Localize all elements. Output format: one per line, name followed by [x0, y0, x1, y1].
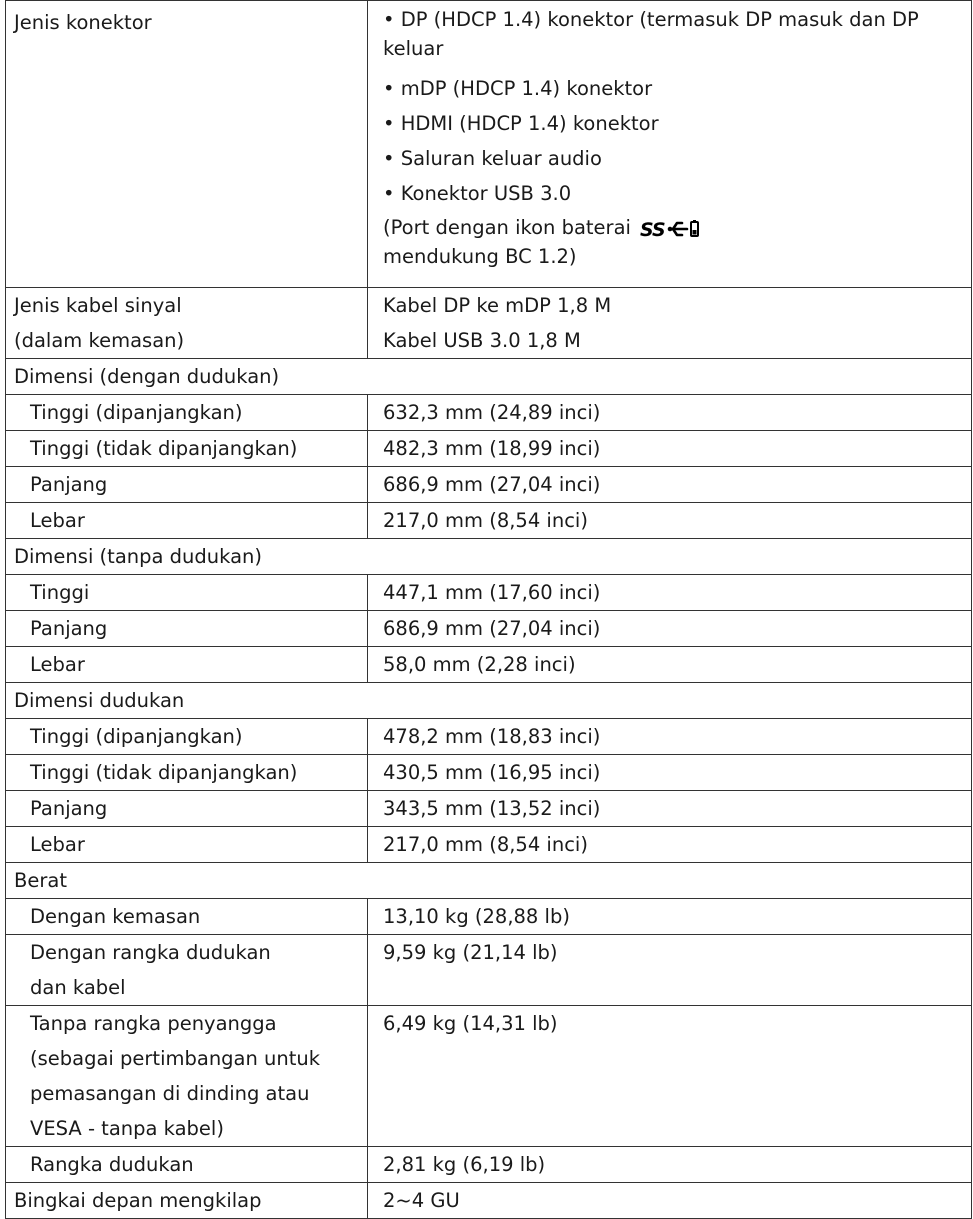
row-value: 430,5 mm (16,95 inci) [367, 754, 972, 791]
cable-label-1: Jenis kabel sinyal [14, 294, 182, 317]
row-value: 686,9 mm (27,04 inci) [367, 466, 972, 503]
connector-item-audio: • Saluran keluar audio [383, 147, 602, 170]
connector-item-usb: • Konektor USB 3.0 [383, 182, 572, 205]
table-row: Tanpa rangka penyangga (sebagai pertimba… [5, 1005, 972, 1147]
row-value: 478,2 mm (18,83 inci) [367, 718, 972, 755]
row-label: Panjang [5, 790, 368, 827]
row-value: 343,5 mm (13,52 inci) [367, 790, 972, 827]
connector-note: (Port dengan ikon baterai SS mendukung B… [383, 213, 971, 271]
table-row: Tinggi 447,1 mm (17,60 inci) [5, 574, 972, 611]
section-dim-with-stand: Dimensi (dengan dudukan) [5, 358, 972, 395]
section-title: Berat [5, 862, 972, 899]
usb-ss-battery-icon: SS [640, 219, 700, 240]
weight-nostand-label: Tanpa rangka penyangga (sebagai pertimba… [5, 1005, 368, 1147]
label-line: Tanpa rangka penyangga [30, 1012, 277, 1035]
label-line: (sebagai pertimbangan untuk [30, 1047, 321, 1070]
connector-item-mdp: • mDP (HDCP 1.4) konektor [383, 77, 653, 100]
row-label: Lebar [5, 826, 368, 863]
table-row: Tinggi (dipanjangkan) 632,3 mm (24,89 in… [5, 394, 972, 431]
weight-withstand-value: 9,59 kg (21,14 lb) [367, 934, 972, 1006]
section-title: Dimensi dudukan [5, 682, 972, 719]
row-gloss: Bingkai depan mengkilap 2~4 GU [5, 1182, 972, 1219]
table-row: Lebar 58,0 mm (2,28 inci) [5, 646, 972, 683]
connector-note-b: mendukung BC 1.2) [383, 245, 577, 268]
row-label: Tinggi (dipanjangkan) [5, 394, 368, 431]
weight-nostand-value: 6,49 kg (14,31 lb) [367, 1005, 972, 1147]
section-title: Dimensi (dengan dudukan) [5, 358, 972, 395]
row-value: 217,0 mm (8,54 inci) [367, 826, 972, 863]
table-row: Tinggi (tidak dipanjangkan) 430,5 mm (16… [5, 754, 972, 791]
row-value: 482,3 mm (18,99 inci) [367, 430, 972, 467]
row-label: Tinggi (dipanjangkan) [5, 718, 368, 755]
connector-item-dp: • DP (HDCP 1.4) konektor (termasuk DP ma… [383, 8, 919, 60]
table-row: Panjang 686,9 mm (27,04 inci) [5, 466, 972, 503]
table-row: Panjang 343,5 mm (13,52 inci) [5, 790, 972, 827]
row-signal-cable: Jenis kabel sinyal (dalam kemasan) Kabel… [5, 287, 972, 359]
cable-value-usb: Kabel USB 3.0 1,8 M [383, 329, 581, 352]
label-line: Dengan rangka dudukan [30, 941, 271, 964]
cable-values: Kabel DP ke mDP 1,8 M Kabel USB 3.0 1,8 … [367, 287, 972, 359]
row-label: Tinggi (tidak dipanjangkan) [5, 754, 368, 791]
gloss-value: 2~4 GU [367, 1182, 972, 1219]
row-label: Panjang [5, 610, 368, 647]
table-row: Dengan kemasan 13,10 kg (28,88 lb) [5, 898, 972, 935]
row-value: 632,3 mm (24,89 inci) [367, 394, 972, 431]
connector-label: Jenis konektor [5, 0, 368, 288]
weight-frame-label: Rangka dudukan [5, 1146, 368, 1183]
gloss-label: Bingkai depan mengkilap [5, 1182, 368, 1219]
cable-value-dp: Kabel DP ke mDP 1,8 M [383, 294, 612, 317]
label-line: pemasangan di dinding atau [30, 1082, 310, 1105]
row-value: 217,0 mm (8,54 inci) [367, 502, 972, 539]
row-label: Panjang [5, 466, 368, 503]
weight-withstand-label: Dengan rangka dudukan dan kabel [5, 934, 368, 1006]
section-dim-base: Dimensi dudukan [5, 682, 972, 719]
table-row: Lebar 217,0 mm (8,54 inci) [5, 502, 972, 539]
weight-frame-value: 2,81 kg (6,19 lb) [367, 1146, 972, 1183]
spec-table: Jenis konektor • DP (HDCP 1.4) konektor … [5, 0, 972, 1219]
table-row: Tinggi (tidak dipanjangkan) 482,3 mm (18… [5, 430, 972, 467]
row-label: Lebar [5, 646, 368, 683]
section-title: Dimensi (tanpa dudukan) [5, 538, 972, 575]
row-connector-type: Jenis konektor • DP (HDCP 1.4) konektor … [5, 0, 972, 288]
section-dim-without-stand: Dimensi (tanpa dudukan) [5, 538, 972, 575]
row-label: Tinggi [5, 574, 368, 611]
table-row: Panjang 686,9 mm (27,04 inci) [5, 610, 972, 647]
row-value: 447,1 mm (17,60 inci) [367, 574, 972, 611]
row-value: 58,0 mm (2,28 inci) [367, 646, 972, 683]
label-line: dan kabel [30, 976, 126, 999]
connector-item-hdmi: • HDMI (HDCP 1.4) konektor [383, 112, 659, 135]
section-weight: Berat [5, 862, 972, 899]
connector-values: • DP (HDCP 1.4) konektor (termasuk DP ma… [367, 0, 972, 288]
weight-pack-label: Dengan kemasan [5, 898, 368, 935]
label-line: VESA - tanpa kabel) [30, 1117, 224, 1140]
cable-label-2: (dalam kemasan) [14, 329, 185, 352]
table-row: Rangka dudukan 2,81 kg (6,19 lb) [5, 1146, 972, 1183]
table-row: Dengan rangka dudukan dan kabel 9,59 kg … [5, 934, 972, 1006]
row-label: Tinggi (tidak dipanjangkan) [5, 430, 368, 467]
weight-pack-value: 13,10 kg (28,88 lb) [367, 898, 972, 935]
table-row: Tinggi (dipanjangkan) 478,2 mm (18,83 in… [5, 718, 972, 755]
connector-note-a: (Port dengan ikon baterai [383, 216, 631, 239]
row-label: Lebar [5, 502, 368, 539]
row-value: 686,9 mm (27,04 inci) [367, 610, 972, 647]
cable-label: Jenis kabel sinyal (dalam kemasan) [5, 287, 368, 359]
table-row: Lebar 217,0 mm (8,54 inci) [5, 826, 972, 863]
svg-text:SS: SS [640, 219, 665, 240]
